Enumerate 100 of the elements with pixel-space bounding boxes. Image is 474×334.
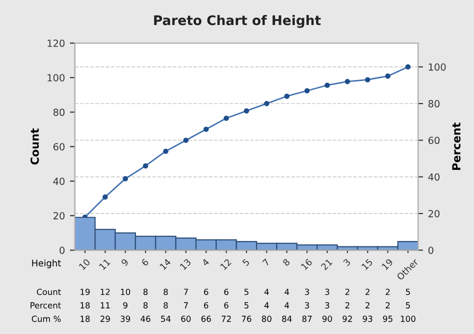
x-tick-label: 10 xyxy=(78,258,90,270)
data-label: 87 xyxy=(302,316,312,322)
data-label: 4 xyxy=(284,288,290,295)
data-label: 8 xyxy=(164,288,168,296)
text: 3 xyxy=(305,302,310,308)
text: 6 xyxy=(224,302,228,308)
text: Count xyxy=(36,288,61,296)
text: 3 xyxy=(325,302,330,308)
data-label: 29 xyxy=(100,316,110,322)
y-tick-label: 0 xyxy=(60,246,65,254)
data-label: 54 xyxy=(161,316,171,322)
x-tick-label: 9 xyxy=(120,258,129,266)
y-tick-label: 120 xyxy=(48,40,65,47)
data-label: 4 xyxy=(264,288,269,295)
text: 2 xyxy=(345,302,350,308)
point xyxy=(142,163,148,169)
text: 4 xyxy=(284,302,290,308)
text: 5 xyxy=(244,302,248,308)
text: 5 xyxy=(406,302,410,308)
x-tick-label: 13 xyxy=(180,258,192,270)
text: 8 xyxy=(143,302,148,308)
data-label: 92 xyxy=(342,316,352,322)
point xyxy=(364,77,370,82)
point xyxy=(163,148,168,154)
point xyxy=(224,116,229,121)
y-tick-label: 20 xyxy=(54,212,65,220)
point xyxy=(244,108,250,114)
y2-tick-label: 80 xyxy=(428,100,440,108)
text: 2 xyxy=(366,302,370,308)
y-tick-label: 80 xyxy=(53,108,65,116)
y-axis-title: Count xyxy=(30,128,39,165)
text: Cum % xyxy=(32,316,61,322)
y2-tick-label: 20 xyxy=(428,210,440,218)
data-label: 95 xyxy=(383,316,392,322)
data-label: 6 xyxy=(224,288,228,296)
data-label: 3 xyxy=(325,288,330,296)
data-label: 12 xyxy=(100,288,110,295)
x-tick-label: 4 xyxy=(201,258,210,266)
point xyxy=(264,100,270,106)
y-tick-label: 40 xyxy=(53,178,65,185)
text: 4 xyxy=(264,302,269,308)
data-label: 66 xyxy=(201,316,211,322)
data-label: 80 xyxy=(262,316,272,322)
data-label: 19 xyxy=(80,288,90,296)
x-tick-label: 14 xyxy=(159,258,172,270)
data-label: 60 xyxy=(181,316,191,322)
data-label: 76 xyxy=(242,316,252,322)
data-label: 3 xyxy=(305,288,310,296)
y2-tick-label: 0 xyxy=(428,246,434,254)
x-tick-label: 19 xyxy=(381,258,394,270)
data-label: 10 xyxy=(120,288,130,296)
data-label: 6 xyxy=(204,288,208,296)
data-label: 2 xyxy=(345,288,350,295)
data-label: 2 xyxy=(386,288,390,295)
point xyxy=(183,138,189,143)
text: 9 xyxy=(123,302,128,308)
point xyxy=(102,194,108,200)
data-label: 39 xyxy=(120,316,130,322)
chart-title: Pareto Chart of Height xyxy=(154,15,321,28)
x-tick-label: 7 xyxy=(262,258,270,266)
y2-tick-label: 60 xyxy=(428,136,440,144)
point xyxy=(304,88,310,94)
point xyxy=(122,176,128,182)
data-label: 7 xyxy=(184,288,188,295)
data-label: 46 xyxy=(140,316,150,322)
data-label: 100 xyxy=(400,316,416,322)
text: 18 xyxy=(80,302,90,308)
x-tick-label: 16 xyxy=(300,258,313,270)
data-label: 90 xyxy=(322,316,332,322)
point xyxy=(284,94,290,99)
data-label: 2 xyxy=(366,288,370,295)
data-label: 93 xyxy=(362,316,372,322)
y2-axis-title: Percent xyxy=(452,122,461,170)
data-label: 72 xyxy=(222,316,231,322)
text: 8 xyxy=(164,302,168,308)
text: Percent xyxy=(30,302,61,308)
x-tick-label: 21 xyxy=(320,258,332,270)
x-tick-label: 11 xyxy=(98,258,110,270)
point xyxy=(405,64,411,70)
x-tick-label: 15 xyxy=(361,258,373,270)
x-tick-label: 3 xyxy=(342,258,351,266)
y-tick-label: 100 xyxy=(48,74,65,82)
text: 2 xyxy=(386,302,390,308)
y-tick-label: 60 xyxy=(53,143,65,150)
x-tick-label: 5 xyxy=(242,258,250,266)
y2-tick-label: 100 xyxy=(428,63,446,71)
point xyxy=(344,78,350,84)
y2-tick-label: 40 xyxy=(428,173,440,181)
text: 11 xyxy=(100,302,110,308)
x-tick-label: 6 xyxy=(140,258,150,266)
data-label: 18 xyxy=(80,316,90,322)
data-label: 5 xyxy=(406,288,410,296)
point xyxy=(324,82,330,88)
data-label: 84 xyxy=(282,316,292,322)
point xyxy=(203,126,209,132)
point xyxy=(385,73,390,79)
x-axis-title: Height xyxy=(32,259,61,268)
data-label: 5 xyxy=(244,288,248,296)
x-tick-label: 12 xyxy=(220,258,232,270)
text: 7 xyxy=(184,302,188,308)
